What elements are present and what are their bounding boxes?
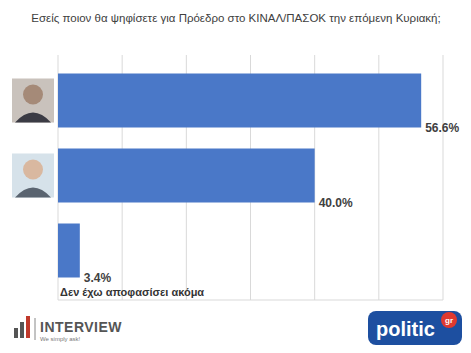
data-label: 56.6% (425, 121, 459, 135)
photo-head (23, 85, 43, 105)
annotation: INTERVIEW (40, 319, 122, 335)
photo-body (15, 188, 51, 198)
candidate-photo (12, 79, 54, 123)
bars (58, 74, 421, 278)
background (0, 0, 471, 353)
logo-box (368, 311, 462, 345)
politic-logo: politic gr (368, 311, 462, 345)
grid-line (443, 55, 444, 300)
annotation: politic (376, 318, 435, 340)
candidate-photo (12, 154, 54, 198)
x-axis-line (58, 300, 443, 301)
photo-head (23, 160, 43, 180)
data-label: 40.0% (319, 196, 353, 210)
data-label: 3.4% (84, 271, 112, 285)
logo-bar (20, 322, 24, 338)
photo-frame (12, 79, 54, 123)
bar (58, 74, 421, 128)
photo-frame (12, 154, 54, 198)
logo-divider (35, 318, 36, 340)
photo-body (15, 113, 51, 123)
annotation: We simply ask! (40, 336, 81, 342)
bar (58, 224, 80, 278)
logo-dot (441, 312, 457, 328)
category-label: Δεν έχω αποφασίσει ακόμα (60, 286, 204, 298)
logo-bar (14, 328, 18, 338)
logo-bar (26, 316, 30, 338)
chart-root: Εσείς ποιον θα ψηφίσετε για Πρόεδρο στο … (0, 0, 471, 353)
annotation: gr (445, 316, 453, 325)
chart-svg: Εσείς ποιον θα ψηφίσετε για Πρόεδρο στο … (0, 0, 471, 353)
bar (58, 149, 315, 203)
title: Εσείς ποιον θα ψηφίσετε για Πρόεδρο στο … (31, 12, 440, 24)
interview-logo: INTERVIEWWe simply ask! (14, 316, 122, 342)
